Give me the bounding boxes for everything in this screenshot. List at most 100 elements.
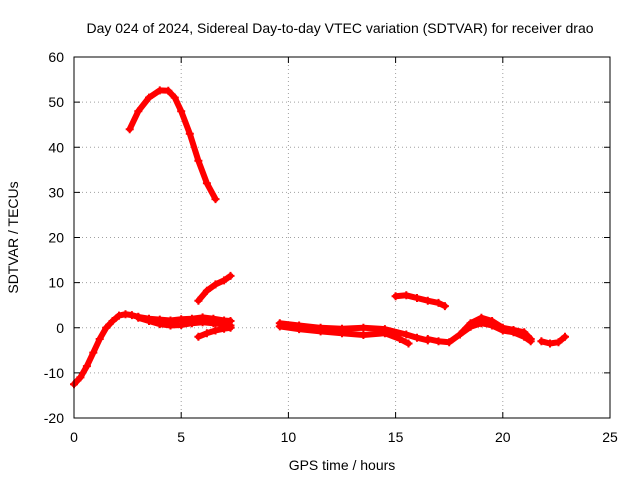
data-point bbox=[115, 311, 123, 320]
data-point bbox=[166, 321, 175, 330]
data-point bbox=[194, 156, 203, 165]
data-point bbox=[488, 321, 497, 330]
data-point bbox=[177, 321, 186, 329]
x-tick-label: 20 bbox=[495, 429, 511, 445]
data-point bbox=[520, 332, 529, 341]
data-point bbox=[423, 335, 432, 343]
series-arc-small-hump bbox=[391, 291, 449, 311]
data-point bbox=[187, 319, 196, 328]
y-tick-label: 40 bbox=[48, 139, 64, 155]
series-layer bbox=[70, 86, 569, 389]
x-axis-label: GPS time / hours bbox=[289, 457, 396, 473]
data-point bbox=[554, 338, 563, 347]
data-point bbox=[134, 107, 143, 116]
data-point bbox=[455, 330, 464, 339]
data-point bbox=[359, 331, 368, 339]
data-point bbox=[404, 339, 413, 348]
x-tick-label: 10 bbox=[281, 429, 297, 445]
data-point bbox=[338, 329, 346, 338]
data-point bbox=[526, 337, 535, 346]
y-tick-label: -20 bbox=[44, 410, 64, 426]
data-point bbox=[82, 362, 91, 371]
series-line bbox=[126, 87, 219, 203]
y-tick-label: -10 bbox=[44, 365, 64, 381]
data-point bbox=[125, 125, 134, 134]
data-point bbox=[211, 280, 220, 289]
series-line bbox=[135, 314, 234, 329]
y-tick-label: 60 bbox=[48, 49, 64, 65]
series-arc-mid-rise bbox=[194, 271, 235, 305]
y-tick-label: 0 bbox=[56, 320, 64, 336]
data-point bbox=[316, 327, 325, 336]
data-point bbox=[498, 326, 507, 335]
ticks-layer bbox=[73, 56, 611, 419]
y-tick-label: 50 bbox=[48, 94, 64, 110]
x-tick-label: 0 bbox=[70, 429, 78, 445]
data-point bbox=[102, 323, 111, 332]
data-point bbox=[170, 93, 179, 102]
series-arc-evening-b bbox=[455, 319, 535, 346]
data-point bbox=[395, 335, 404, 343]
data-point bbox=[413, 333, 421, 342]
x-tick-label: 15 bbox=[388, 429, 404, 445]
series-arc-midday-b bbox=[275, 322, 413, 348]
data-point bbox=[202, 286, 211, 295]
data-point bbox=[380, 329, 389, 338]
grid-layer bbox=[74, 57, 610, 418]
x-tick-label: 25 bbox=[602, 429, 618, 445]
data-point bbox=[185, 129, 194, 138]
data-point bbox=[226, 271, 235, 280]
data-point bbox=[155, 320, 164, 329]
data-point bbox=[561, 332, 569, 341]
series-line bbox=[135, 313, 234, 324]
data-point bbox=[134, 313, 143, 322]
data-point bbox=[194, 332, 203, 341]
series-arc-late bbox=[537, 332, 569, 348]
data-point bbox=[89, 348, 98, 357]
data-point bbox=[202, 179, 211, 188]
data-point bbox=[423, 296, 432, 305]
data-point bbox=[164, 86, 173, 95]
data-point bbox=[127, 311, 136, 320]
data-point bbox=[95, 335, 104, 343]
data-point bbox=[202, 329, 211, 338]
series-arc-evening-a bbox=[423, 313, 535, 347]
data-point bbox=[194, 296, 203, 305]
data-point bbox=[198, 318, 207, 327]
data-point bbox=[359, 323, 368, 332]
chart-title: Day 024 of 2024, Sidereal Day-to-day VTE… bbox=[86, 20, 593, 36]
data-point bbox=[391, 292, 400, 301]
tick-labels-layer: 0 5 10 15 20 25 -20 -10 0 10 20 30 40 50 60 bbox=[44, 49, 618, 445]
data-point bbox=[177, 107, 186, 116]
data-point bbox=[537, 337, 546, 346]
data-point bbox=[209, 319, 218, 328]
data-point bbox=[477, 319, 486, 328]
x-tick-label: 5 bbox=[177, 429, 185, 445]
data-point bbox=[76, 373, 85, 382]
data-point bbox=[220, 276, 229, 285]
data-point bbox=[440, 302, 449, 311]
data-point bbox=[402, 291, 411, 300]
data-point bbox=[145, 317, 153, 325]
data-point bbox=[145, 93, 153, 102]
data-point bbox=[434, 298, 443, 307]
series-arc-short-a bbox=[194, 323, 235, 341]
data-point bbox=[155, 86, 164, 95]
series-arc-peak bbox=[125, 86, 220, 204]
y-tick-label: 20 bbox=[48, 230, 64, 246]
data-point bbox=[413, 294, 421, 302]
data-point bbox=[445, 338, 454, 347]
series-arc-rise bbox=[70, 310, 143, 389]
data-point bbox=[211, 195, 220, 204]
data-point bbox=[211, 326, 220, 335]
data-point bbox=[546, 339, 554, 348]
data-point bbox=[434, 337, 443, 346]
series-arc-lower-a bbox=[134, 313, 235, 330]
y-tick-label: 10 bbox=[48, 275, 64, 291]
y-axis-label: SDTVAR / TECUs bbox=[5, 181, 21, 293]
data-point bbox=[275, 322, 284, 331]
data-point bbox=[466, 322, 475, 331]
series-line bbox=[538, 333, 568, 347]
data-point bbox=[402, 330, 411, 339]
